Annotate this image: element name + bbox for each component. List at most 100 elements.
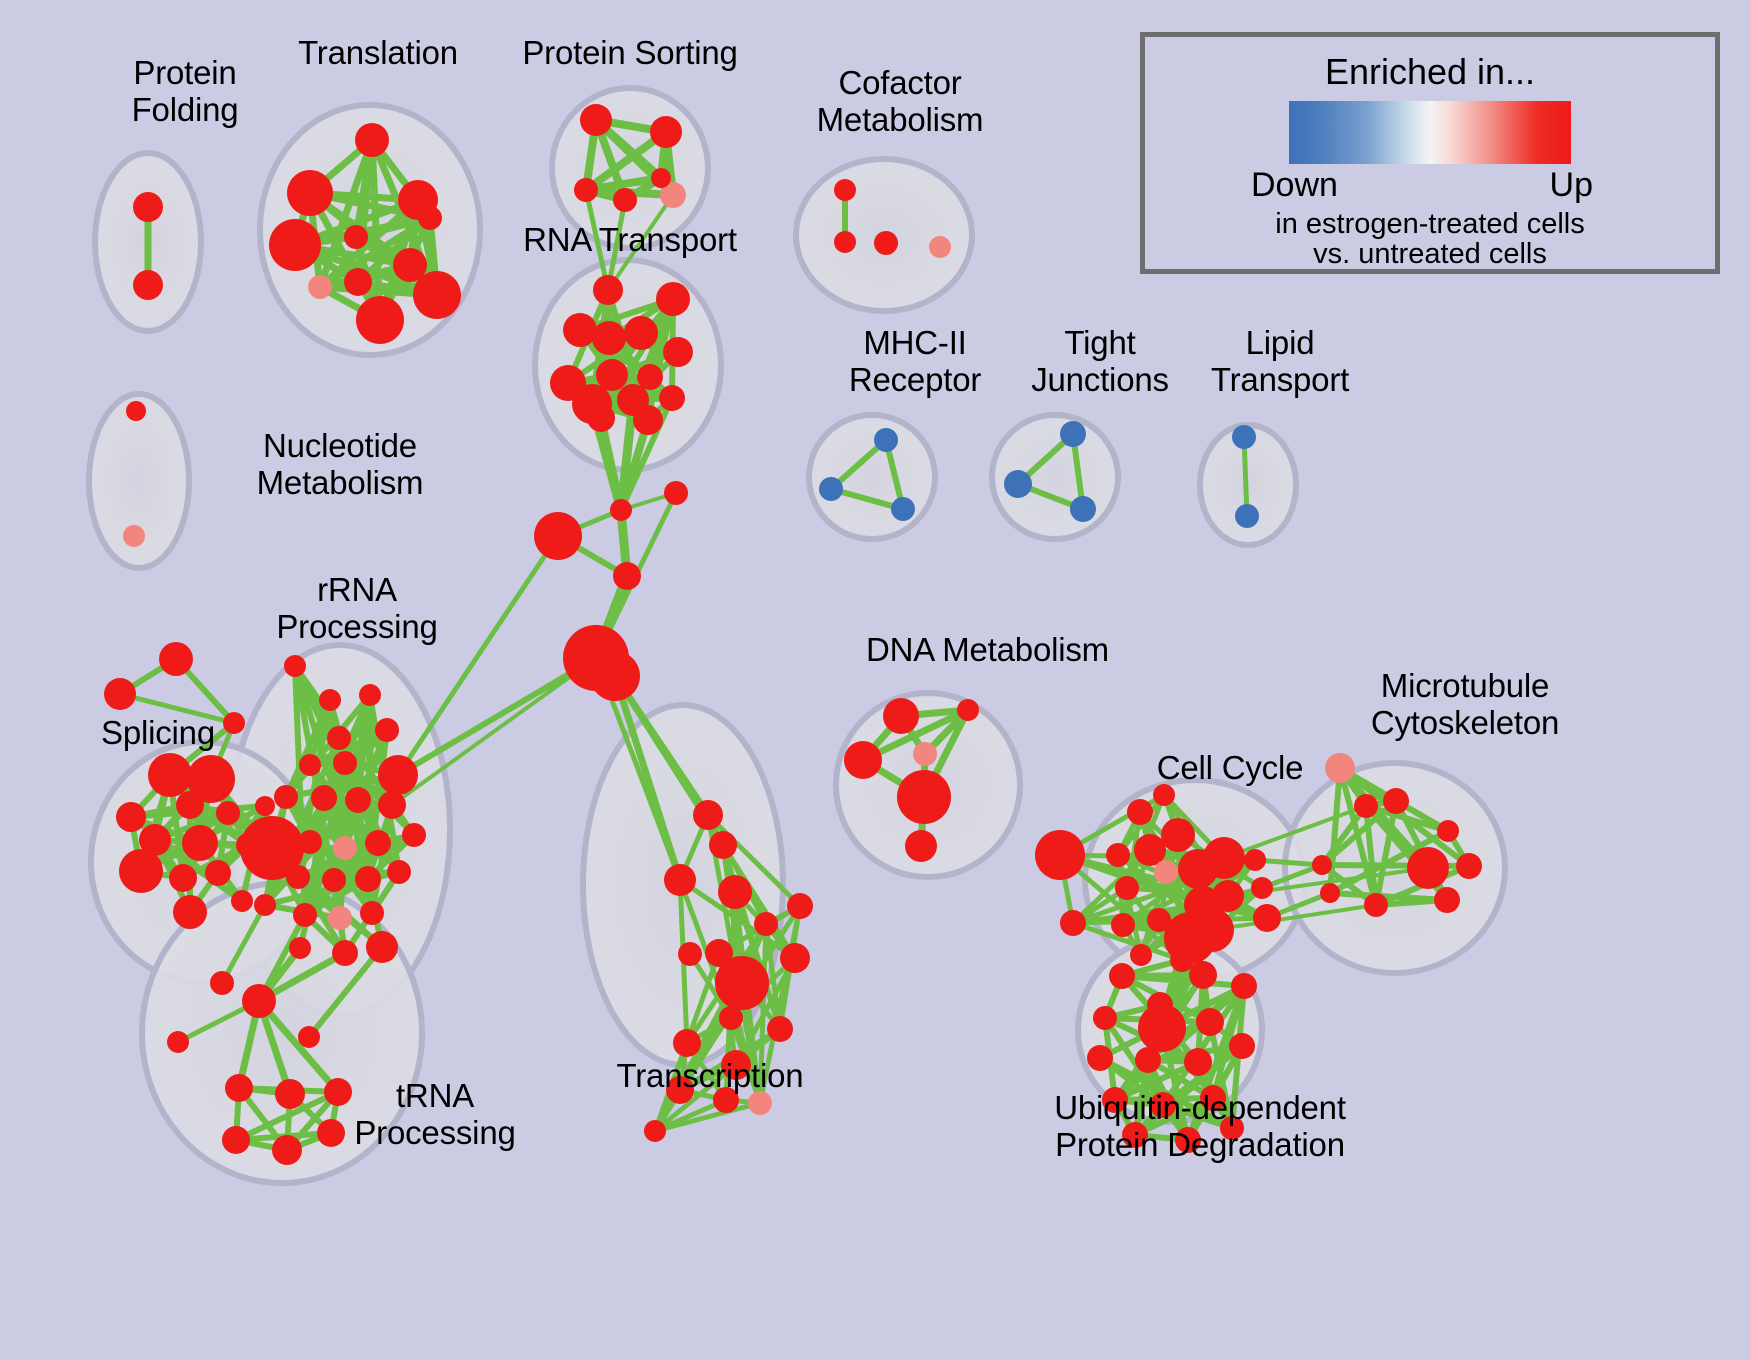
network-node[interactable] bbox=[1456, 853, 1482, 879]
network-node[interactable] bbox=[590, 651, 640, 701]
network-node[interactable] bbox=[721, 1050, 751, 1080]
network-node[interactable] bbox=[651, 168, 671, 188]
network-node[interactable] bbox=[1111, 913, 1135, 937]
network-node[interactable] bbox=[592, 321, 626, 355]
network-node[interactable] bbox=[378, 791, 406, 819]
network-node[interactable] bbox=[1115, 876, 1139, 900]
network-node[interactable] bbox=[633, 405, 663, 435]
network-node[interactable] bbox=[1109, 963, 1135, 989]
network-node[interactable] bbox=[1253, 904, 1281, 932]
network-node[interactable] bbox=[709, 831, 737, 859]
network-node[interactable] bbox=[274, 785, 298, 809]
network-node[interactable] bbox=[883, 698, 919, 734]
network-node[interactable] bbox=[1320, 883, 1340, 903]
network-node[interactable] bbox=[891, 497, 915, 521]
network-node[interactable] bbox=[663, 337, 693, 367]
network-node[interactable] bbox=[159, 642, 193, 676]
network-node[interactable] bbox=[1161, 818, 1195, 852]
network-node[interactable] bbox=[644, 1120, 666, 1142]
network-node[interactable] bbox=[1170, 948, 1194, 972]
network-node[interactable] bbox=[1383, 788, 1409, 814]
network-node[interactable] bbox=[610, 499, 632, 521]
network-node[interactable] bbox=[719, 1006, 743, 1030]
network-node[interactable] bbox=[375, 718, 399, 742]
network-node[interactable] bbox=[360, 901, 384, 925]
network-node[interactable] bbox=[148, 753, 192, 797]
network-node[interactable] bbox=[767, 1016, 793, 1042]
network-node[interactable] bbox=[272, 1135, 302, 1165]
network-node[interactable] bbox=[1093, 1006, 1117, 1030]
network-node[interactable] bbox=[1190, 908, 1234, 952]
network-node[interactable] bbox=[1229, 1033, 1255, 1059]
network-node[interactable] bbox=[1035, 830, 1085, 880]
network-node[interactable] bbox=[1235, 504, 1259, 528]
network-node[interactable] bbox=[666, 1076, 694, 1104]
network-node[interactable] bbox=[1130, 944, 1152, 966]
network-node[interactable] bbox=[664, 864, 696, 896]
network-node[interactable] bbox=[563, 313, 597, 347]
network-node[interactable] bbox=[344, 268, 372, 296]
network-node[interactable] bbox=[298, 830, 322, 854]
network-node[interactable] bbox=[216, 801, 240, 825]
network-node[interactable] bbox=[116, 802, 146, 832]
network-node[interactable] bbox=[780, 943, 810, 973]
network-node[interactable] bbox=[1325, 753, 1355, 783]
network-node[interactable] bbox=[1087, 1045, 1113, 1071]
network-node[interactable] bbox=[905, 830, 937, 862]
network-node[interactable] bbox=[1244, 849, 1266, 871]
network-node[interactable] bbox=[284, 655, 306, 677]
network-node[interactable] bbox=[402, 823, 426, 847]
network-node[interactable] bbox=[176, 791, 204, 819]
network-node[interactable] bbox=[659, 385, 685, 411]
network-node[interactable] bbox=[693, 800, 723, 830]
network-node[interactable] bbox=[593, 275, 623, 305]
network-node[interactable] bbox=[205, 860, 231, 886]
network-node[interactable] bbox=[225, 1074, 253, 1102]
network-node[interactable] bbox=[126, 401, 146, 421]
network-node[interactable] bbox=[359, 684, 381, 706]
network-node[interactable] bbox=[1122, 1122, 1148, 1148]
network-node[interactable] bbox=[255, 796, 275, 816]
network-node[interactable] bbox=[413, 271, 461, 319]
network-node[interactable] bbox=[574, 178, 598, 202]
network-node[interactable] bbox=[1060, 421, 1086, 447]
network-node[interactable] bbox=[345, 787, 371, 813]
network-node[interactable] bbox=[293, 903, 317, 927]
network-node[interactable] bbox=[319, 689, 341, 711]
network-node[interactable] bbox=[324, 1078, 352, 1106]
network-node[interactable] bbox=[378, 755, 418, 795]
network-node[interactable] bbox=[167, 1031, 189, 1053]
network-node[interactable] bbox=[580, 104, 612, 136]
network-node[interactable] bbox=[1127, 799, 1153, 825]
network-node[interactable] bbox=[656, 282, 690, 316]
network-node[interactable] bbox=[664, 481, 688, 505]
network-node[interactable] bbox=[897, 770, 951, 824]
network-node[interactable] bbox=[715, 956, 769, 1010]
network-node[interactable] bbox=[173, 895, 207, 929]
network-node[interactable] bbox=[1102, 1087, 1128, 1113]
network-node[interactable] bbox=[834, 231, 856, 253]
network-node[interactable] bbox=[322, 868, 346, 892]
network-node[interactable] bbox=[613, 188, 637, 212]
network-node[interactable] bbox=[1184, 1048, 1212, 1076]
network-node[interactable] bbox=[1354, 794, 1378, 818]
network-node[interactable] bbox=[718, 875, 752, 909]
network-node[interactable] bbox=[222, 1126, 250, 1154]
network-node[interactable] bbox=[328, 906, 352, 930]
network-node[interactable] bbox=[754, 912, 778, 936]
network-node[interactable] bbox=[1203, 837, 1245, 879]
network-node[interactable] bbox=[819, 477, 843, 501]
network-node[interactable] bbox=[210, 971, 234, 995]
network-node[interactable] bbox=[317, 1119, 345, 1147]
network-node[interactable] bbox=[874, 428, 898, 452]
network-node[interactable] bbox=[1437, 820, 1459, 842]
network-node[interactable] bbox=[678, 942, 702, 966]
network-node[interactable] bbox=[169, 864, 197, 892]
network-node[interactable] bbox=[275, 1079, 305, 1109]
network-node[interactable] bbox=[182, 825, 218, 861]
network-node[interactable] bbox=[1004, 470, 1032, 498]
network-node[interactable] bbox=[365, 830, 391, 856]
network-node[interactable] bbox=[254, 894, 276, 916]
network-node[interactable] bbox=[1200, 1085, 1226, 1111]
network-node[interactable] bbox=[311, 785, 337, 811]
